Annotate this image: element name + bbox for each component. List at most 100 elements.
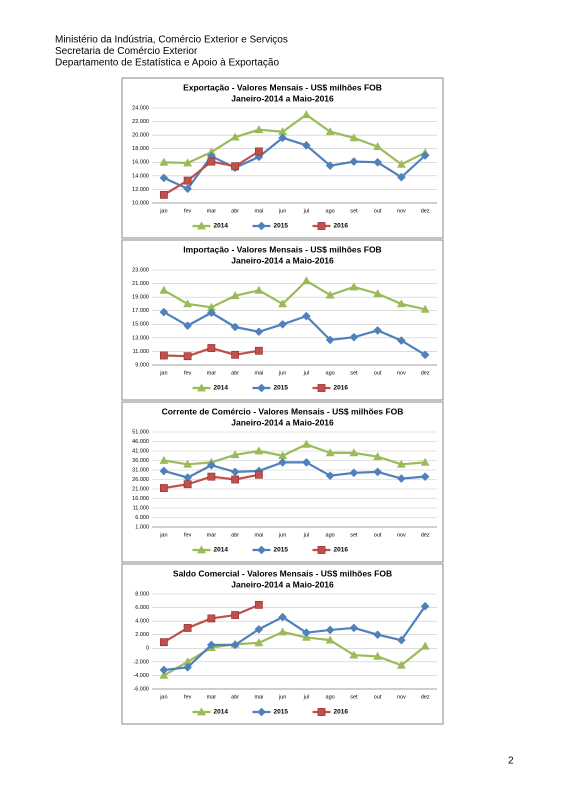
chart: Exportação - Valores Mensais - US$ milhõ… — [121, 77, 444, 239]
chart-frame — [121, 401, 444, 563]
marker — [159, 190, 168, 199]
page-number: 2 — [508, 756, 514, 767]
y-tick-label: 26.000 — [132, 477, 149, 483]
y-tick-label: 20.000 — [132, 133, 149, 139]
marker — [325, 335, 335, 345]
x-tick-label: jun — [278, 208, 286, 214]
y-tick-label: 41.000 — [132, 448, 149, 454]
y-tick-label: 13.000 — [132, 335, 149, 341]
legend-marker — [197, 383, 206, 392]
y-tick-label: 4.000 — [135, 619, 149, 625]
marker — [183, 480, 192, 489]
x-tick-label: mai — [254, 208, 263, 214]
marker — [183, 459, 193, 468]
legend-marker — [197, 221, 206, 230]
marker — [396, 299, 406, 308]
legend-label: 2015 — [274, 709, 289, 716]
marker — [349, 623, 359, 633]
x-tick-label: ago — [326, 694, 335, 700]
y-tick-label: 19.000 — [132, 295, 149, 301]
y-tick-label: 51.000 — [132, 429, 149, 435]
marker — [254, 638, 264, 647]
chart-subtitle: Janeiro-2014 a Maio-2016 — [231, 255, 334, 265]
marker — [254, 446, 264, 455]
x-tick-label: set — [350, 532, 358, 538]
y-tick-label: 0 — [146, 646, 149, 652]
y-tick-label: 11.000 — [133, 349, 149, 355]
marker — [231, 611, 240, 619]
marker — [278, 612, 287, 622]
marker — [183, 352, 192, 361]
marker — [254, 125, 264, 134]
legend-label: 2015 — [274, 547, 289, 554]
marker — [325, 625, 335, 635]
x-tick-label: dez — [421, 532, 430, 538]
x-tick-label: mai — [254, 694, 263, 700]
marker — [183, 299, 193, 308]
y-tick-label: 11.000 — [133, 505, 149, 511]
marker — [396, 159, 406, 168]
y-tick-label: 14.000 — [132, 173, 149, 179]
marker — [325, 448, 335, 457]
x-tick-label: ago — [326, 370, 335, 376]
legend-marker — [257, 383, 266, 393]
marker — [349, 468, 359, 478]
x-tick-label: dez — [421, 370, 430, 376]
chart-subtitle: Janeiro-2014 a Maio-2016 — [231, 579, 334, 589]
y-tick-label: 17.000 — [132, 308, 149, 314]
x-tick-label: abr — [231, 532, 239, 538]
marker — [207, 614, 216, 623]
y-tick-label: 16.000 — [132, 160, 149, 166]
marker — [325, 290, 335, 299]
marker — [420, 457, 430, 466]
marker — [302, 628, 311, 637]
series-line — [163, 443, 426, 466]
marker — [278, 458, 287, 467]
legend-marker — [317, 384, 326, 392]
chart-subtitle: Janeiro-2014 a Maio-2016 — [231, 417, 334, 427]
y-tick-label: 12.000 — [132, 187, 149, 193]
marker — [207, 640, 216, 650]
legend-marker — [317, 546, 326, 554]
marker — [230, 322, 240, 332]
x-tick-label: nov — [397, 532, 406, 538]
x-tick-label: jan — [159, 694, 167, 700]
marker — [302, 311, 311, 321]
legend-marker — [257, 545, 266, 555]
legend-label: 2016 — [334, 547, 349, 554]
x-tick-label: abr — [231, 370, 239, 376]
marker — [301, 632, 311, 641]
x-tick-label: dez — [421, 208, 430, 214]
marker — [254, 470, 263, 479]
legend-label: 2015 — [274, 223, 289, 230]
x-tick-label: fev — [184, 208, 192, 214]
y-tick-label: -2.000 — [133, 659, 149, 665]
marker — [231, 162, 240, 171]
header-line: Ministério da Indústria, Comércio Exteri… — [55, 35, 288, 46]
chart-title: Corrente de Comércio - Valores Mensais -… — [162, 406, 404, 416]
marker — [373, 326, 382, 335]
x-tick-label: out — [374, 694, 382, 700]
marker — [159, 285, 169, 294]
x-tick-label: mai — [254, 370, 263, 376]
marker — [349, 133, 359, 142]
legend-label: 2014 — [214, 385, 229, 392]
legend-label: 2016 — [334, 709, 349, 716]
x-tick-label: fev — [184, 370, 192, 376]
marker — [207, 157, 216, 166]
x-tick-label: jul — [303, 370, 310, 376]
x-tick-label: abr — [231, 694, 239, 700]
marker — [373, 630, 382, 640]
x-tick-label: jan — [159, 532, 167, 538]
x-tick-label: set — [350, 208, 358, 214]
header-line: Departamento de Estatística e Apoio à Ex… — [55, 58, 279, 69]
marker — [230, 132, 240, 141]
marker — [254, 346, 263, 355]
marker — [254, 285, 264, 294]
marker — [373, 142, 383, 151]
marker — [349, 332, 359, 342]
x-tick-label: abr — [231, 208, 239, 214]
marker — [420, 601, 430, 611]
marker — [373, 467, 382, 477]
marker — [230, 450, 240, 459]
